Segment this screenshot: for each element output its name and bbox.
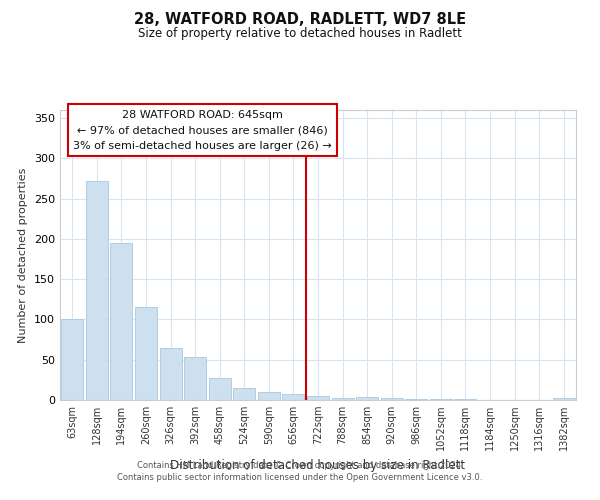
Text: 28 WATFORD ROAD: 645sqm
← 97% of detached houses are smaller (846)
3% of semi-de: 28 WATFORD ROAD: 645sqm ← 97% of detache… (73, 110, 332, 150)
Y-axis label: Number of detached properties: Number of detached properties (19, 168, 28, 342)
Text: Size of property relative to detached houses in Radlett: Size of property relative to detached ho… (138, 28, 462, 40)
Bar (307, 396, 329, 400)
Text: 28, WATFORD ROAD, RADLETT, WD7 8LE: 28, WATFORD ROAD, RADLETT, WD7 8LE (134, 12, 466, 28)
Text: Contains HM Land Registry data © Crown copyright and database right 2024.
Contai: Contains HM Land Registry data © Crown c… (118, 461, 482, 482)
Bar (430, 399, 452, 400)
Bar (233, 388, 256, 400)
Bar (405, 399, 427, 400)
Bar (356, 397, 378, 400)
Bar (61, 320, 83, 400)
Bar (110, 243, 133, 400)
Bar (184, 356, 206, 400)
X-axis label: Distribution of detached houses by size in Radlett: Distribution of detached houses by size … (170, 458, 466, 471)
Bar (86, 181, 108, 400)
Bar (209, 378, 231, 400)
Bar (160, 348, 182, 400)
Bar (380, 398, 403, 400)
Bar (135, 308, 157, 400)
Bar (258, 392, 280, 400)
Bar (454, 399, 476, 400)
Bar (332, 398, 353, 400)
Bar (553, 398, 575, 400)
Bar (283, 394, 304, 400)
